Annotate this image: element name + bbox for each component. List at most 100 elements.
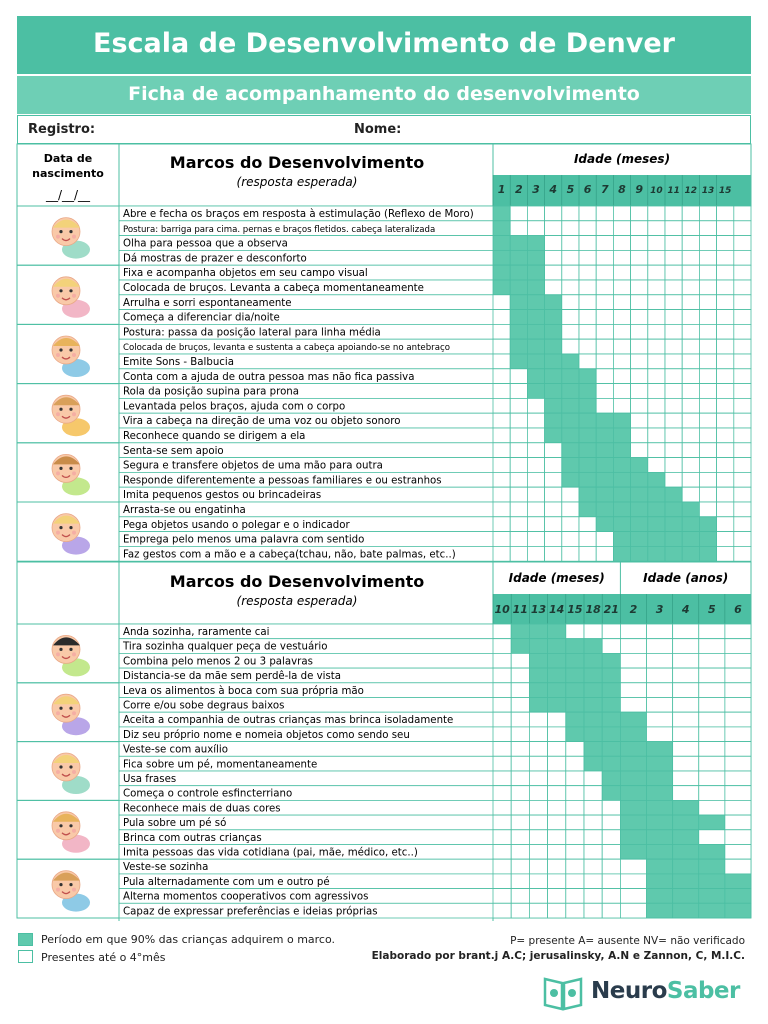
grid-cell-empty [492,873,512,890]
grid-cell-empty [647,205,666,222]
grid-cell-empty [699,249,718,266]
grid-cell-empty [578,338,597,355]
grid-cell-empty [646,682,674,698]
age-header-14: 14 [549,603,564,616]
grid-cell-filled [698,888,726,904]
grid-cell-empty [646,623,674,640]
grid-cell-filled [544,427,563,444]
grid-cell-filled [583,697,603,713]
grid-cell-empty [716,531,735,547]
grid-cell-filled [547,638,567,654]
grid-cell-empty [630,309,649,325]
grid-cell-empty [492,309,511,325]
grid-cell-empty [529,800,549,816]
grid-cell-empty [716,471,735,488]
grid-cell-filled [601,770,621,787]
grid-cell-empty [724,755,752,772]
grid-cell-filled [620,726,647,743]
grid-cell-empty [544,220,563,237]
grid-cell-empty [716,249,735,266]
grid-cell-empty [724,697,752,713]
milestone-label: Conta com a ajuda de outra pessoa mas nã… [123,372,414,383]
grid-cell-filled [664,546,683,562]
grid-cell-empty [699,353,718,370]
grid-cell-empty [510,888,530,904]
grid-cell-empty [527,531,546,547]
month-header-7: 7 [601,183,609,196]
grid-cell-empty [724,770,752,787]
grid-cell-filled [544,412,563,429]
grid-cell-empty [492,814,512,831]
grid-cell-empty [601,888,621,904]
grid-cell-empty [698,800,726,816]
grid-cell-filled [527,235,546,251]
grid-cell-filled [613,471,632,488]
grid-cell-empty [510,770,530,787]
grid-cell-empty [699,368,718,384]
grid-cell-empty [672,741,700,757]
milestone-label: Alterna momentos cooperativos com agress… [123,892,368,903]
grid-cell-empty [547,770,567,787]
grid-cell-filled [578,457,597,473]
grid-cell-empty [664,323,683,340]
grid-cell-filled [565,682,585,698]
grid-cell-filled [527,279,546,296]
grid-cell-empty [492,486,511,503]
milestone-label: Pula sobre um pé só [123,817,226,829]
grid-cell-empty [492,368,511,384]
brand-name-part1: Neuro [591,978,667,1004]
grid-cell-empty [681,471,700,488]
grid-cell-empty [681,323,700,340]
grid-cell-empty [699,323,718,340]
grid-cell-filled [561,457,580,473]
grid-cell-empty [630,368,649,384]
grid-cell-empty [699,442,718,458]
grid-cell-empty [698,726,726,743]
grid-cell-empty [509,368,528,384]
grid-cell-filled [509,249,528,266]
grid-cell-filled [547,667,567,684]
grid-cell-empty [664,205,683,222]
grid-cell-filled [646,829,674,845]
month-header-6: 6 [584,183,592,196]
grid-cell-filled [672,888,700,904]
milestone-label: Olha para pessoa que a observa [123,239,288,250]
grid-cell-filled [578,501,597,518]
grid-cell-empty [583,814,603,831]
grid-cell-empty [698,785,726,801]
grid-cell-empty [724,844,752,860]
grid-cell-empty [698,667,726,684]
grid-cell-filled [630,457,649,473]
month-header-4: 4 [548,183,557,196]
grid-cell-filled [724,888,752,904]
milestone-label: Arrulha e sorri espontaneamente [123,298,292,309]
grid-cell-empty [613,264,632,281]
grid-cell-empty [630,294,649,310]
grid-cell-empty [724,829,752,845]
grid-cell-empty [527,516,546,532]
grid-cell-empty [672,726,700,743]
milestone-label: Corre e/ou sobe degraus baixos [123,701,284,712]
grid-cell-empty [672,711,700,728]
grid-cell-empty [698,755,726,772]
grid-cell-filled [527,323,546,340]
grid-cell-empty [547,888,567,904]
grid-cell-empty [681,220,700,237]
grid-cell-empty [724,638,752,654]
age-header-18: 18 [585,603,601,616]
grid-cell-empty [529,711,549,728]
grid-cell-empty [509,205,528,222]
grid-cell-empty [583,858,603,875]
month-header-13: 13 [702,186,715,196]
grid-cell-empty [547,741,567,757]
grid-cell-empty [527,546,546,562]
grid-cell-empty [561,486,580,503]
grid-cell-empty [529,814,549,831]
grid-cell-filled [544,309,563,325]
grid-cell-empty [527,442,546,458]
grid-cell-empty [647,235,666,251]
grid-cell-empty [716,279,735,296]
grid-cell-filled [544,397,563,414]
grid-cell-empty [699,383,718,399]
grid-cell-empty [492,442,511,458]
